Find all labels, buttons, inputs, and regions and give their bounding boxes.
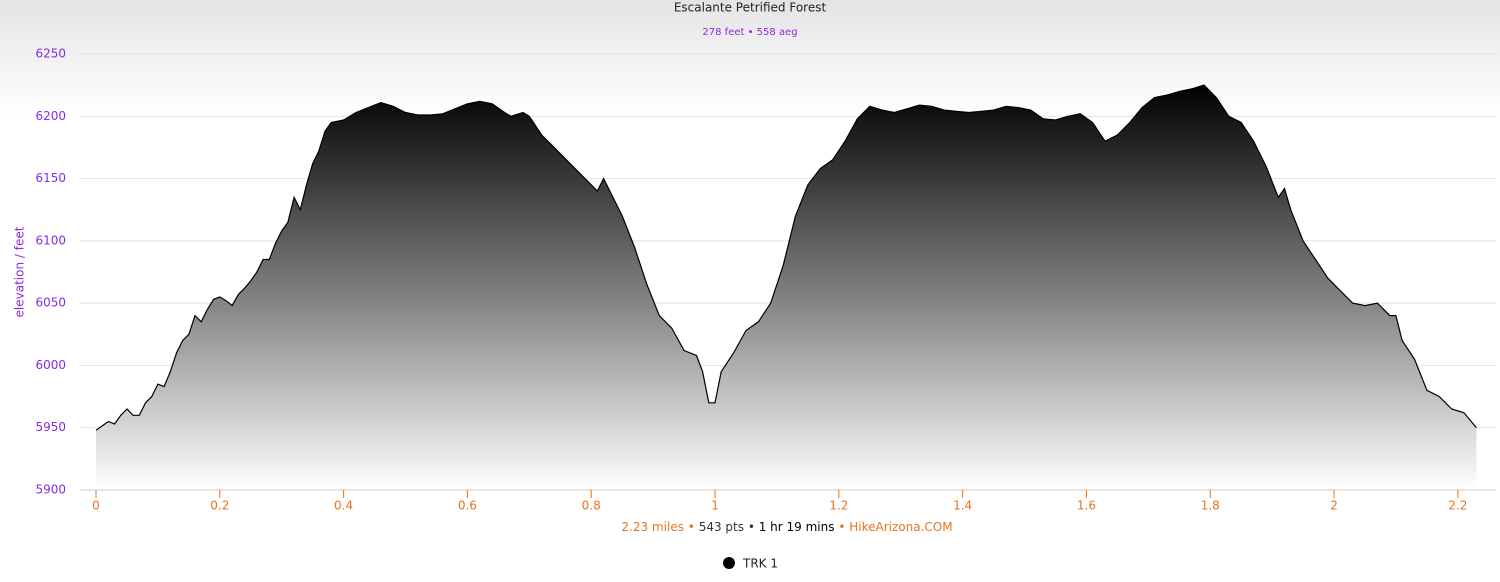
y-tick-label: 5900 (35, 483, 66, 497)
x-tick-label: 0.2 (210, 499, 229, 513)
chart-subtitle: 278 feet • 558 aeg (702, 27, 797, 38)
area-line (95, 84, 1477, 431)
x-tick-label: 1.6 (1077, 499, 1096, 513)
y-tick-label: 6200 (35, 109, 66, 123)
x-tick-label: 0.8 (582, 499, 601, 513)
footer: 2.23 miles • 543 pts • 1 hr 19 mins • Hi… (621, 520, 952, 534)
x-tick-label: 1.8 (1201, 499, 1220, 513)
x-tick-label: 2 (1330, 499, 1338, 513)
x-tick-label: 0.6 (458, 499, 477, 513)
footer-item: 543 pts (699, 520, 744, 534)
footer-item: • (688, 520, 695, 534)
x-tick-label: 2.2 (1448, 499, 1467, 513)
area-fill (96, 85, 1477, 490)
y-tick-label: 6000 (35, 358, 66, 372)
footer-item: HikeArizona.COM (849, 520, 952, 534)
footer-item: • (748, 520, 755, 534)
y-axis-title: elevation / feet (13, 226, 27, 317)
y-tick-label: 5950 (35, 420, 66, 434)
footer-item: • (838, 520, 845, 534)
y-tick-label: 6150 (35, 171, 66, 185)
y-tick-label: 6250 (35, 47, 66, 61)
x-tick-label: 0.4 (334, 499, 353, 513)
x-tick-label: 1.4 (953, 499, 972, 513)
footer-item: 2.23 miles (621, 520, 684, 534)
legend-label: TRK 1 (742, 557, 778, 571)
legend-marker (723, 557, 735, 569)
footer-item: 1 hr 19 mins (759, 520, 835, 534)
y-tick-label: 6050 (35, 296, 66, 310)
x-tick-label: 1.2 (829, 499, 848, 513)
y-tick-label: 6100 (35, 233, 66, 247)
x-tick-label: 0 (92, 499, 100, 513)
chart-title: Escalante Petrified Forest (674, 1, 827, 15)
x-tick-label: 1 (711, 499, 719, 513)
